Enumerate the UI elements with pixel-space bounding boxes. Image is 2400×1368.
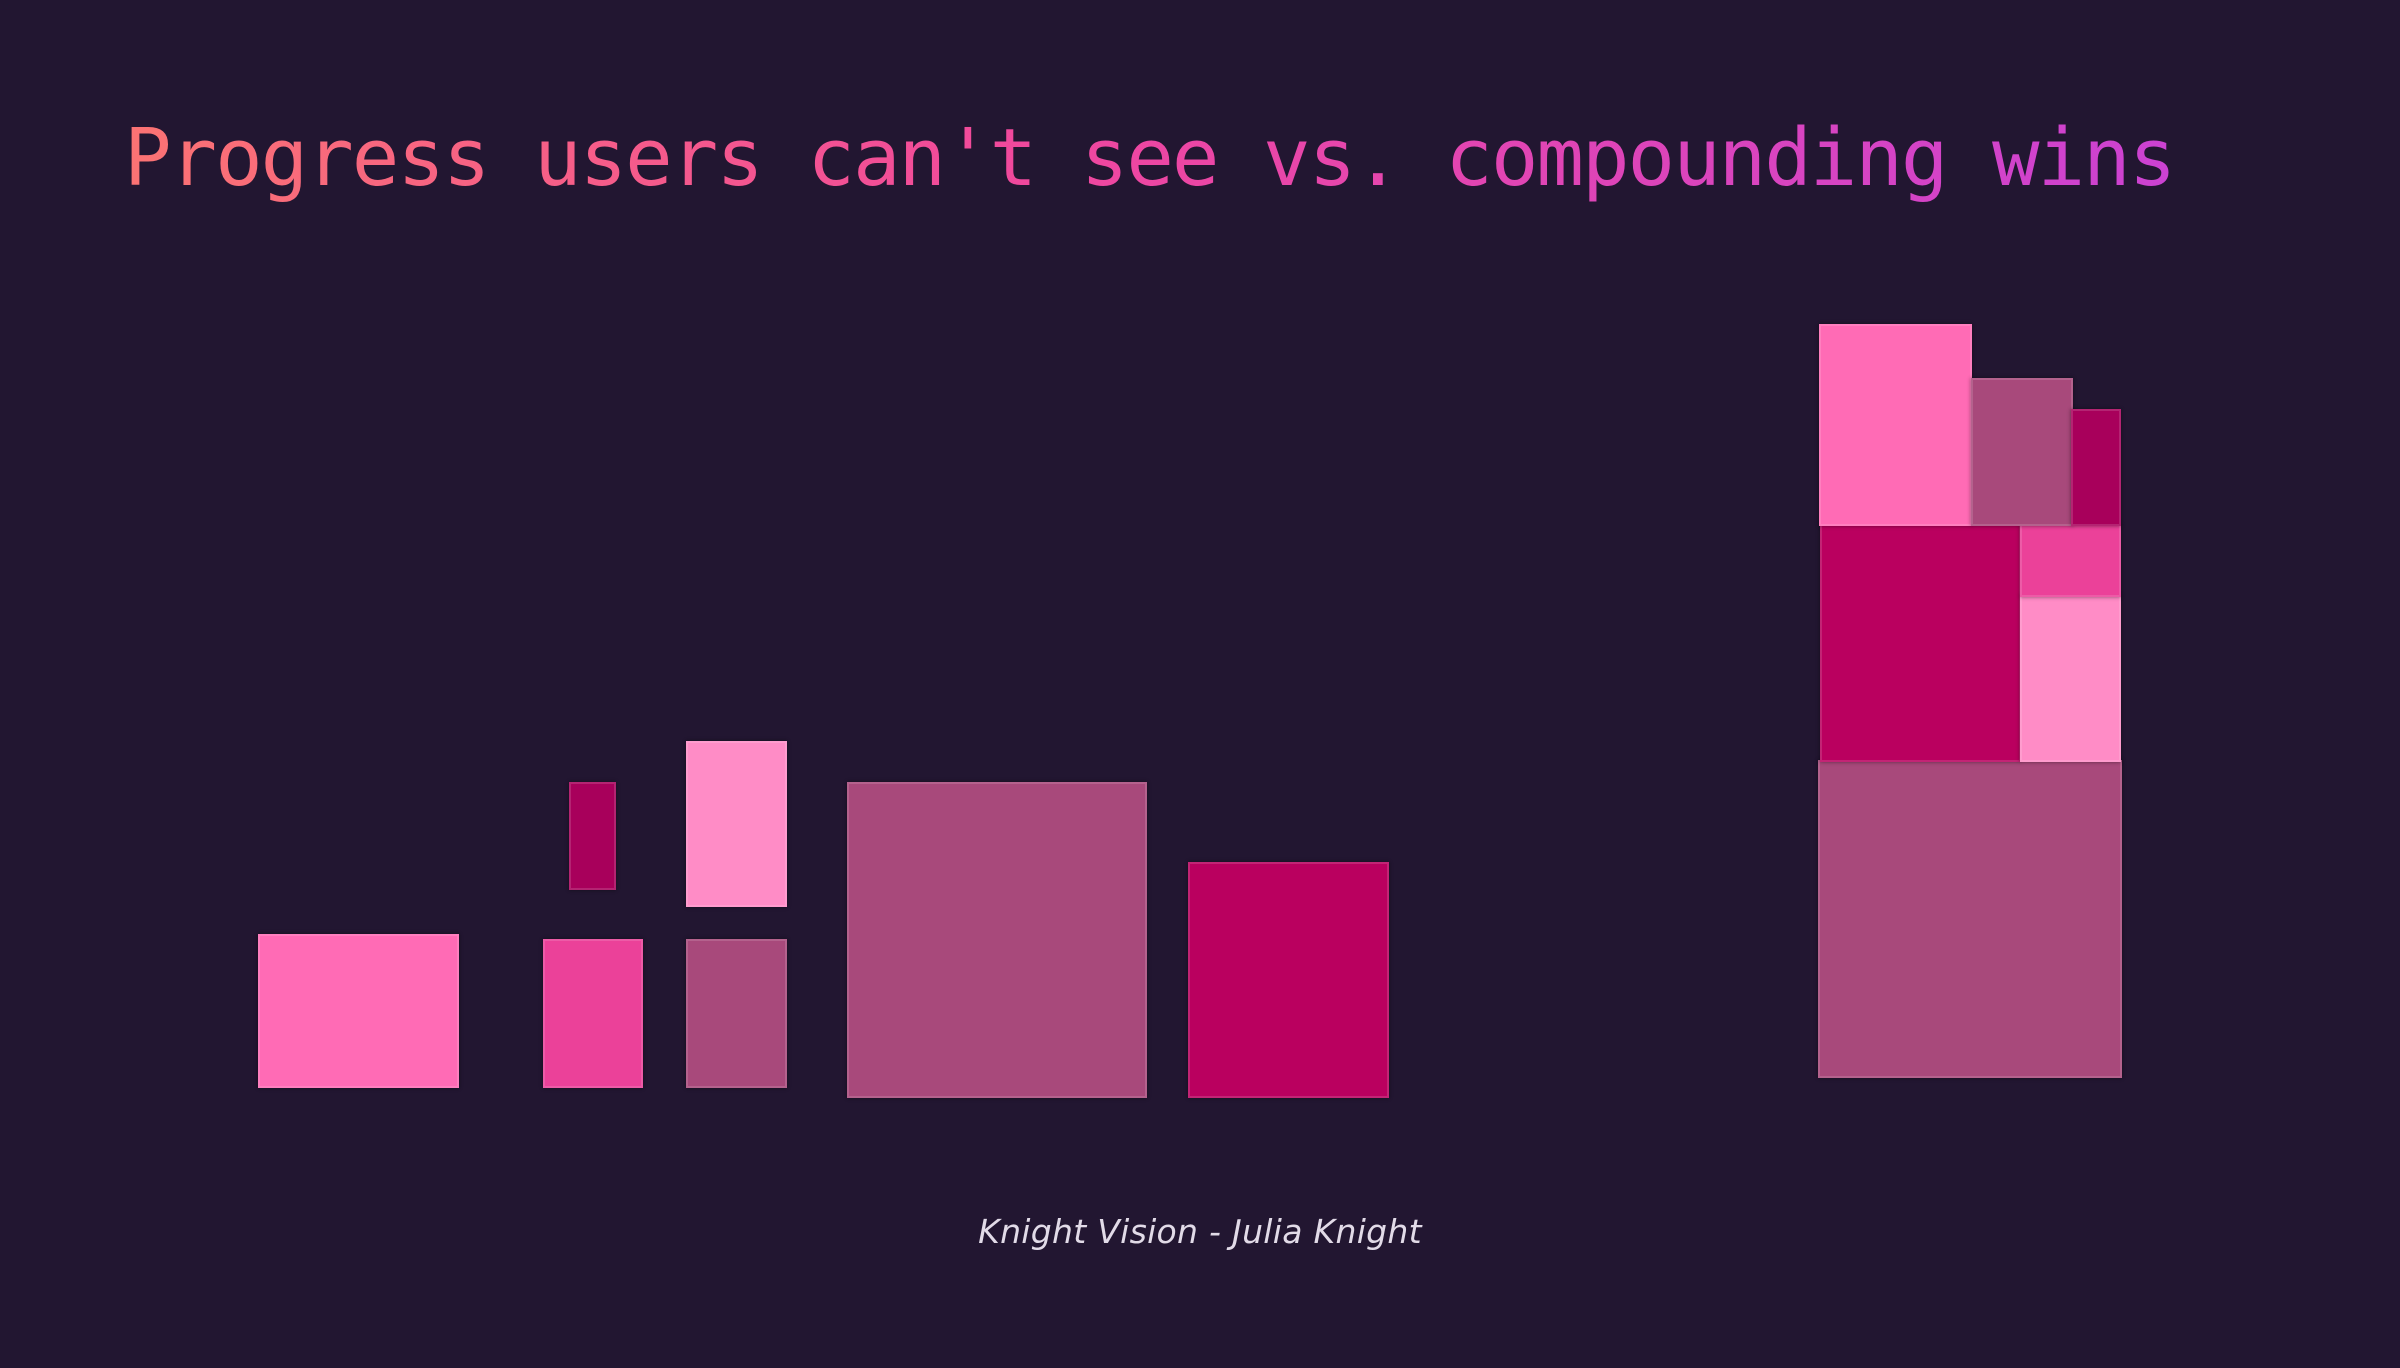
stack-block bbox=[2020, 524, 2121, 597]
scattered-block bbox=[847, 782, 1147, 1098]
stack-block bbox=[1971, 378, 2073, 526]
stack-block bbox=[2020, 595, 2121, 762]
scattered-block bbox=[258, 934, 459, 1088]
scattered-block bbox=[686, 741, 787, 907]
stack-block bbox=[1818, 760, 2122, 1078]
scattered-block bbox=[569, 782, 616, 890]
stack-block bbox=[1820, 524, 2021, 762]
stack-block bbox=[2071, 409, 2121, 526]
scattered-block bbox=[686, 939, 787, 1088]
stack-block bbox=[1819, 324, 1972, 526]
scattered-block bbox=[1188, 862, 1389, 1098]
slide-caption: Knight Vision - Julia Knight bbox=[978, 1212, 1422, 1251]
slide-title: Progress users can't see vs. compounding… bbox=[124, 108, 2176, 208]
scattered-block bbox=[543, 939, 643, 1088]
